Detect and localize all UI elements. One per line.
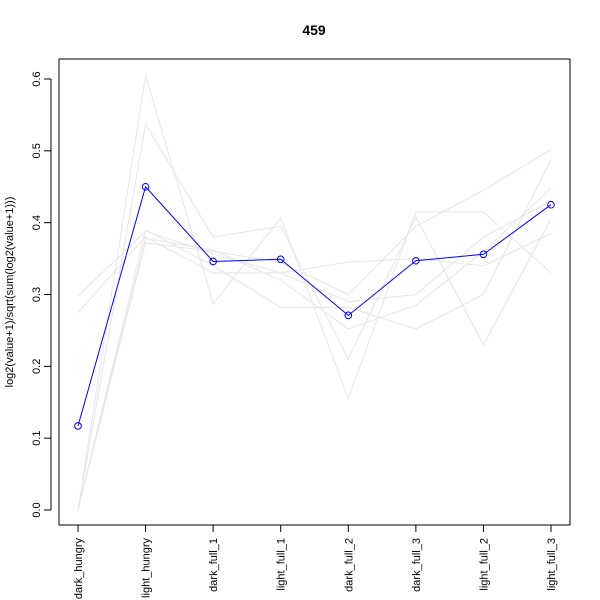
highlight-point xyxy=(344,311,353,320)
x-tick-label: light_full_3 xyxy=(546,538,558,591)
highlight-point xyxy=(141,182,150,191)
x-tick-label: dark_full_3 xyxy=(411,538,423,592)
highlight-series-group xyxy=(77,185,552,427)
y-axis: 0.0 0.1 0.2 0.3 0.4 0.5 0.6 xyxy=(31,71,52,518)
y-tick-label: 0.6 xyxy=(31,71,43,86)
highlight-point xyxy=(547,200,555,209)
background-series-line xyxy=(77,187,552,511)
x-tick-label: light_full_1 xyxy=(276,538,288,591)
x-tick-label: dark_full_2 xyxy=(343,538,355,592)
highlight-points-group xyxy=(74,182,555,430)
highlight-point xyxy=(412,256,420,265)
chart-title: 459 xyxy=(302,22,326,38)
y-tick-label: 0.3 xyxy=(31,287,43,302)
x-axis: dark_hungry light_hungry dark_full_1 light_… xyxy=(73,524,558,600)
y-tick-label: 0.1 xyxy=(31,431,43,446)
y-tick-label: 0.5 xyxy=(31,143,43,158)
highlight-point xyxy=(209,257,217,266)
highlight-point xyxy=(479,250,488,259)
y-tick-label: 0.0 xyxy=(31,502,43,517)
y-axis-label: log2(value+1)/sqrt(sum(log2(value+1))) xyxy=(4,197,16,388)
background-series-line xyxy=(77,230,552,297)
x-tick-label: light_full_2 xyxy=(478,538,490,591)
highlight-series-line xyxy=(77,185,552,427)
x-tick-label: light_hungry xyxy=(141,538,153,598)
background-series-line xyxy=(77,75,552,511)
y-tick-label: 0.4 xyxy=(31,215,43,230)
x-tick-label: dark_full_1 xyxy=(208,538,220,592)
highlight-point xyxy=(74,422,82,430)
background-series-line xyxy=(77,159,552,511)
background-series-line xyxy=(77,122,552,511)
background-series-line xyxy=(77,148,552,511)
highlight-point xyxy=(276,255,285,264)
y-tick-label: 0.2 xyxy=(31,359,43,374)
x-tick-label: dark_hungry xyxy=(73,538,85,600)
background-series-group xyxy=(77,75,552,511)
